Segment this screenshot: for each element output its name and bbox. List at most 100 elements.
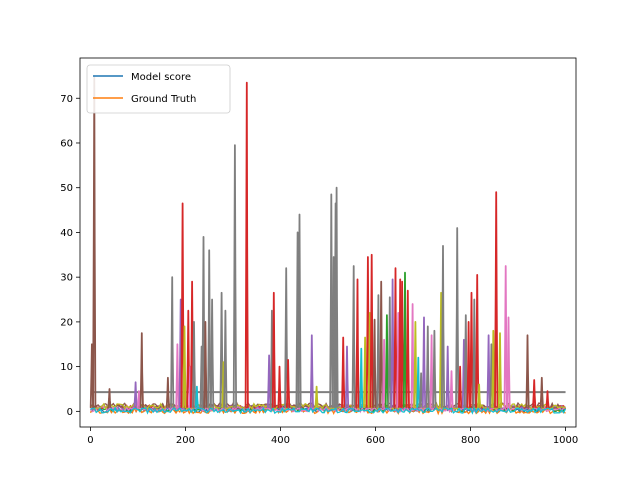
- y-tick-label: 60: [60, 138, 73, 149]
- spike-mark: [545, 390, 550, 408]
- spike-mark: [175, 343, 180, 408]
- spike-mark: [223, 309, 228, 408]
- x-tick-label: 200: [176, 435, 195, 446]
- spike-mark: [341, 336, 346, 408]
- spike-mark: [429, 334, 434, 408]
- y-tick-label: 70: [60, 94, 73, 105]
- spike-mark: [440, 244, 446, 408]
- spike-mark: [369, 253, 374, 408]
- spike-mark: [344, 345, 350, 408]
- spike-mark: [139, 332, 144, 408]
- spike-mark: [425, 325, 430, 408]
- series-line-baseline-8: [90, 406, 567, 415]
- spike-mark: [297, 213, 302, 408]
- legend: Model score Ground Truth: [86, 64, 231, 114]
- spike-mark: [382, 338, 387, 408]
- spike-mark: [329, 193, 334, 408]
- spike-mark: [393, 267, 398, 408]
- spike-mark: [491, 329, 496, 408]
- y-axis: 0 10 20 30 40 50 60 70: [60, 94, 80, 418]
- x-tick-label: 800: [461, 435, 480, 446]
- spike-mark: [277, 365, 282, 408]
- legend-frame: [86, 64, 231, 114]
- spike-mark: [497, 332, 503, 408]
- spike-mark: [203, 320, 208, 408]
- spike-mark: [133, 381, 138, 408]
- spike-mark: [186, 309, 191, 408]
- y-tick-label: 50: [60, 183, 73, 194]
- x-tick-label: 1000: [553, 435, 578, 446]
- spike-mark: [472, 298, 477, 408]
- spike-mark: [363, 336, 368, 408]
- spike-mark: [207, 249, 212, 408]
- spike-mark: [400, 280, 405, 408]
- spike-mark: [379, 280, 384, 408]
- spike-mark: [372, 318, 377, 408]
- spike-mark: [387, 296, 392, 408]
- spike-mark: [539, 376, 544, 408]
- spike-mark: [267, 354, 272, 408]
- spike-mark: [421, 316, 427, 408]
- spike-mark: [314, 385, 319, 408]
- legend-label-ground-truth: Ground Truth: [131, 94, 196, 105]
- spike-mark: [376, 294, 381, 408]
- spike-mark: [286, 358, 291, 408]
- spike-mark: [475, 273, 480, 408]
- spike-mark: [232, 144, 237, 408]
- plot-area: [79, 57, 577, 428]
- spike-mark: [107, 388, 112, 408]
- plot-frame: [79, 57, 577, 428]
- spike-mark: [410, 303, 415, 408]
- spike-mark: [477, 383, 482, 408]
- spike-mark: [413, 320, 418, 408]
- spike-mark: [219, 291, 224, 408]
- spike-mark: [271, 291, 276, 408]
- spike-mark: [191, 320, 197, 408]
- legend-label-model-score: Model score: [131, 72, 191, 83]
- y-tick-label: 30: [60, 273, 73, 284]
- spike-mark: [402, 271, 408, 408]
- spike-mark: [182, 325, 187, 408]
- x-axis: 0 200 400 600 800 1000: [87, 427, 578, 446]
- spike-mark: [194, 385, 199, 408]
- spike-mark: [405, 289, 410, 408]
- spike-mark: [494, 191, 499, 408]
- spike-mark: [503, 265, 508, 408]
- spike-mark: [170, 276, 175, 408]
- spike-mark: [532, 379, 537, 408]
- spike-mark: [463, 314, 468, 408]
- spike-mark: [165, 376, 170, 408]
- spike-mark: [210, 298, 215, 408]
- spike-mark: [416, 356, 421, 408]
- spike-mark: [445, 345, 450, 408]
- spike-mark: [449, 370, 454, 408]
- spike-mark: [136, 390, 141, 408]
- spike-mark: [244, 81, 249, 408]
- spike-mark: [355, 278, 360, 408]
- spike-mark: [432, 329, 437, 408]
- spike-mark: [455, 227, 460, 408]
- spike-mark: [506, 316, 511, 408]
- y-tick-label: 0: [67, 407, 73, 418]
- y-tick-label: 20: [60, 317, 73, 328]
- spike-mark: [466, 320, 471, 408]
- spike-mark: [486, 334, 491, 408]
- spike-mark: [180, 202, 185, 408]
- series-layer: [89, 75, 567, 416]
- spike-mark: [309, 334, 314, 408]
- spike-mark: [525, 334, 530, 408]
- x-tick-label: 0: [87, 435, 93, 446]
- y-tick-label: 10: [60, 362, 73, 373]
- spike-mark: [458, 365, 463, 408]
- x-tick-label: 600: [366, 435, 385, 446]
- spike-mark: [384, 314, 389, 408]
- spike-mark: [390, 278, 395, 408]
- spike-mark: [351, 265, 356, 408]
- spike-mark: [419, 372, 424, 408]
- y-tick-label: 40: [60, 228, 73, 239]
- spike-mark: [334, 186, 339, 408]
- x-tick-label: 400: [271, 435, 290, 446]
- spike-mark: [359, 347, 364, 408]
